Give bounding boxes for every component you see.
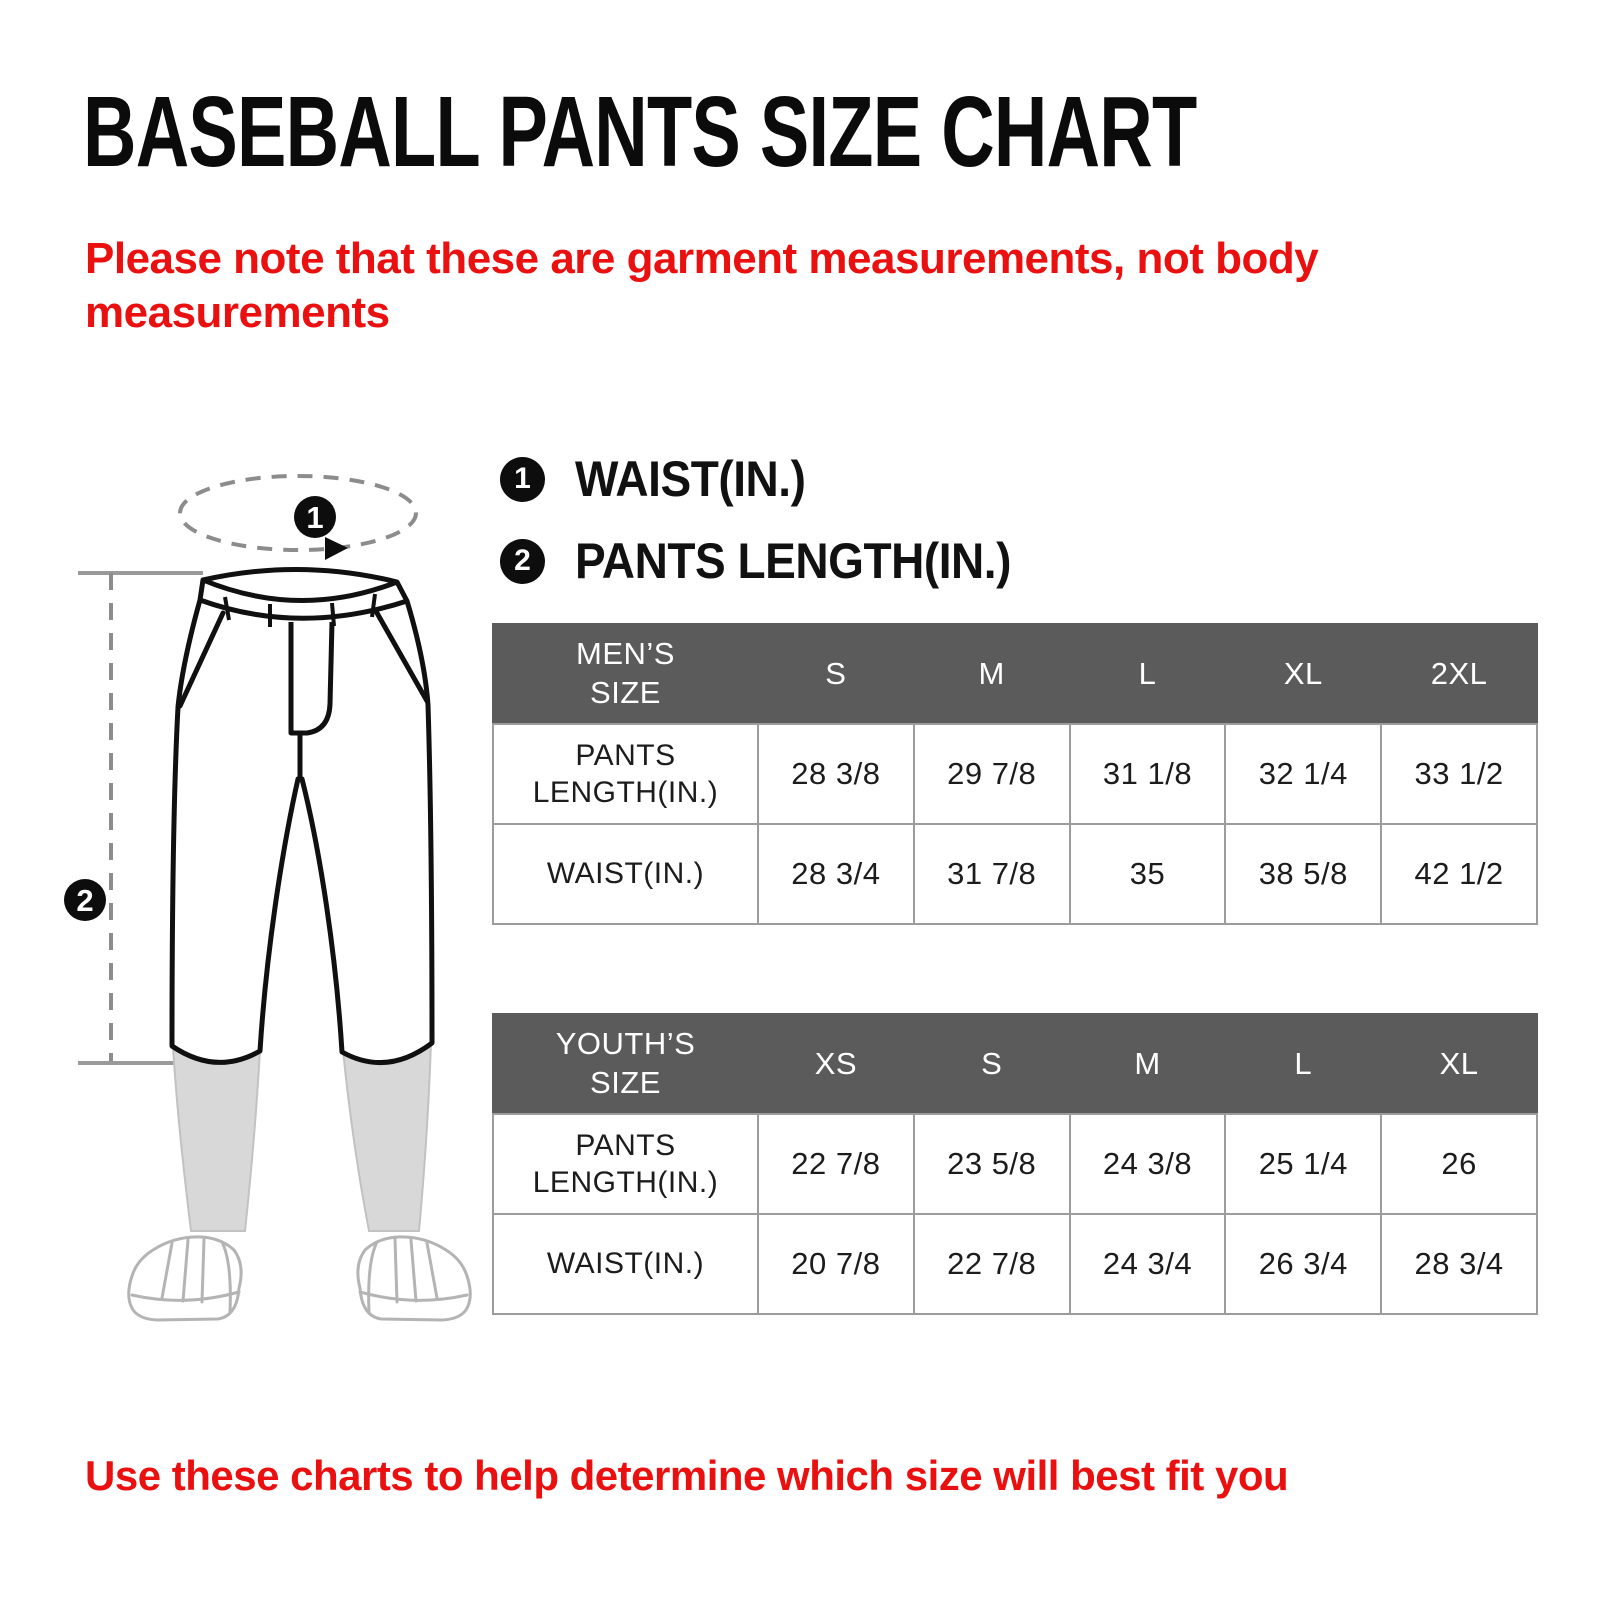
row-label-pants-length: PANTS LENGTH(IN.) xyxy=(492,723,759,825)
size-value-cell: 32 1/4 xyxy=(1224,723,1383,825)
waist-measure-arrow-icon xyxy=(325,537,348,560)
size-value-cell: 31 7/8 xyxy=(912,823,1071,925)
svg-text:2: 2 xyxy=(76,883,93,918)
size-value-cell: 28 3/4 xyxy=(1380,1213,1538,1315)
mens-header-row: MEN’S SIZE S M L XL 2XL xyxy=(492,623,1538,725)
mens-table-title: MEN’S SIZE xyxy=(492,623,759,725)
measurement-legend: 1 WAIST(IN.) 2 PANTS LENGTH(IN.) xyxy=(500,450,1049,590)
diagram-marker-2-badge: 2 xyxy=(64,879,106,921)
size-column-header-xs: XS xyxy=(757,1013,915,1115)
size-value-cell: 24 3/8 xyxy=(1068,1113,1227,1215)
row-label-waist: WAIST(IN.) xyxy=(492,1213,759,1315)
right-sock xyxy=(341,1039,433,1232)
size-value-cell: 38 5/8 xyxy=(1224,823,1383,925)
size-column-header-l: L xyxy=(1068,623,1227,725)
left-pocket-seam xyxy=(177,610,226,709)
svg-text:1: 1 xyxy=(306,500,323,535)
right-pocket-seam xyxy=(374,610,430,704)
size-column-header-s: S xyxy=(912,1013,1071,1115)
size-value-cell: 42 1/2 xyxy=(1380,823,1538,925)
size-value-cell: 22 7/8 xyxy=(757,1113,915,1215)
page-title: BASEBALL PANTS SIZE CHART xyxy=(83,76,1197,188)
size-value-cell: 33 1/2 xyxy=(1380,723,1538,825)
legend-label-pants-length: PANTS LENGTH(IN.) xyxy=(575,533,1011,589)
size-column-header-xl: XL xyxy=(1380,1013,1538,1115)
waistband-seam xyxy=(199,597,408,621)
legend-marker-2-badge: 2 xyxy=(500,538,545,584)
legend-item-waist: 1 WAIST(IN.) xyxy=(500,450,1049,508)
row-label-waist: WAIST(IN.) xyxy=(492,823,759,925)
waist-opening-arc xyxy=(202,577,398,603)
left-sneaker xyxy=(127,1235,243,1322)
size-column-header-xl: XL xyxy=(1224,623,1383,725)
right-sneaker xyxy=(356,1235,472,1322)
pants-outline xyxy=(169,566,435,1066)
mens-size-table: MEN’S SIZE S M L XL 2XL PANTS LENGTH(IN.… xyxy=(492,623,1538,925)
legend-marker-1-badge: 1 xyxy=(500,456,545,502)
youth-table-title: YOUTH’S SIZE xyxy=(492,1013,759,1115)
size-value-cell: 24 3/4 xyxy=(1068,1213,1227,1315)
mens-pants-length-row: PANTS LENGTH(IN.) 28 3/8 29 7/8 31 1/8 3… xyxy=(492,723,1538,825)
size-value-cell: 25 1/4 xyxy=(1224,1113,1383,1215)
size-value-cell: 28 3/8 xyxy=(757,723,915,825)
legend-label-waist: WAIST(IN.) xyxy=(575,451,806,507)
size-value-cell: 31 1/8 xyxy=(1068,723,1227,825)
mens-waist-row: WAIST(IN.) 28 3/4 31 7/8 35 38 5/8 42 1/… xyxy=(492,823,1538,925)
size-column-header-m: M xyxy=(912,623,1071,725)
pants-measurement-diagram: 1 2 xyxy=(64,474,472,1322)
left-sock xyxy=(171,1045,262,1232)
size-column-header-2xl: 2XL xyxy=(1380,623,1538,725)
fit-advice-note: Use these charts to help determine which… xyxy=(85,1452,1289,1499)
youth-size-table: YOUTH’S SIZE XS S M L XL PANTS LENGTH(IN… xyxy=(492,1013,1538,1315)
youth-pants-length-row: PANTS LENGTH(IN.) 22 7/8 23 5/8 24 3/8 2… xyxy=(492,1113,1538,1215)
size-value-cell: 35 xyxy=(1068,823,1227,925)
size-value-cell: 28 3/4 xyxy=(757,823,915,925)
legend-item-pants-length: 2 PANTS LENGTH(IN.) xyxy=(500,532,1049,590)
size-value-cell: 26 xyxy=(1380,1113,1538,1215)
youth-waist-row: WAIST(IN.) 20 7/8 22 7/8 24 3/4 26 3/4 2… xyxy=(492,1213,1538,1315)
size-value-cell: 26 3/4 xyxy=(1224,1213,1383,1315)
row-label-pants-length: PANTS LENGTH(IN.) xyxy=(492,1113,759,1215)
size-column-header-m: M xyxy=(1068,1013,1227,1115)
size-value-cell: 23 5/8 xyxy=(912,1113,1071,1215)
size-value-cell: 20 7/8 xyxy=(757,1213,915,1315)
garment-measurement-note: Please note that these are garment measu… xyxy=(85,234,1319,337)
size-value-cell: 22 7/8 xyxy=(912,1213,1071,1315)
size-value-cell: 29 7/8 xyxy=(912,723,1071,825)
youth-header-row: YOUTH’S SIZE XS S M L XL xyxy=(492,1013,1538,1115)
diagram-marker-1-badge: 1 xyxy=(294,496,336,538)
size-column-header-s: S xyxy=(757,623,915,725)
fly-seam xyxy=(288,621,335,736)
size-column-header-l: L xyxy=(1224,1013,1383,1115)
waist-measure-ellipse xyxy=(178,474,418,552)
